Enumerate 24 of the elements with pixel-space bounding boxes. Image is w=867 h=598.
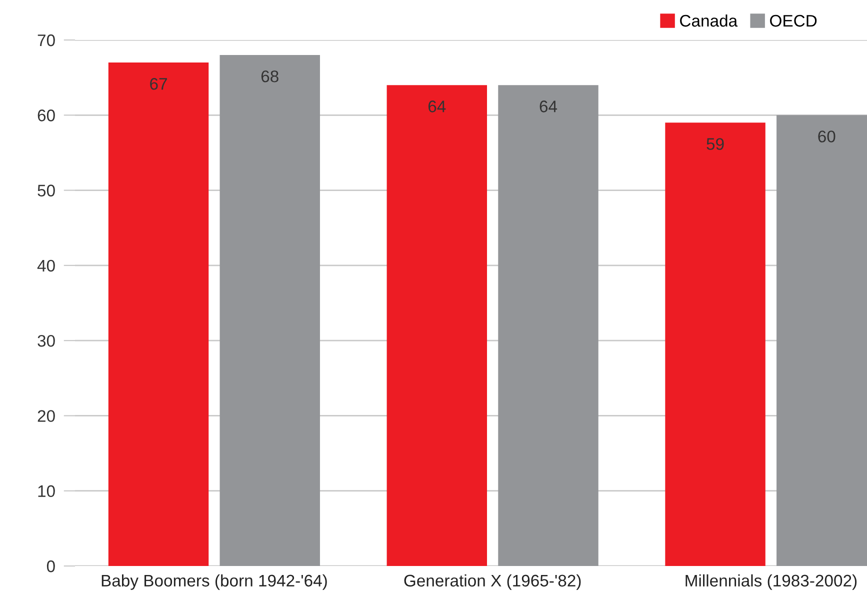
- y-tick-label: 70: [38, 34, 55, 46]
- bar: [220, 55, 320, 566]
- y-tick-label: 50: [38, 184, 55, 196]
- bar: [498, 85, 598, 566]
- y-tick-label: 60: [38, 110, 55, 122]
- data-label: 64: [428, 100, 446, 112]
- data-label: 67: [150, 78, 167, 90]
- y-tick-label: 0: [46, 560, 55, 572]
- y-tick-label: 40: [37, 260, 55, 272]
- legend-label: OECD: [770, 14, 817, 27]
- x-tick-label: Millennials (1983-2002): [686, 574, 857, 590]
- x-tick-label: Baby Boomers (born 1942-'64): [102, 574, 327, 590]
- data-label: 68: [261, 70, 278, 82]
- x-tick-label: Generation X (1965-'82): [404, 574, 581, 590]
- y-tick-label: 20: [38, 410, 55, 422]
- y-tick-label: 30: [38, 334, 55, 347]
- bar: [108, 62, 209, 566]
- data-label: 60: [818, 130, 836, 142]
- bar: [665, 122, 766, 566]
- bar: [386, 85, 488, 566]
- data-label: 64: [540, 100, 558, 112]
- y-tick-label: 10: [38, 485, 55, 498]
- legend-label: Canada: [680, 14, 738, 27]
- data-label: 59: [706, 138, 724, 150]
